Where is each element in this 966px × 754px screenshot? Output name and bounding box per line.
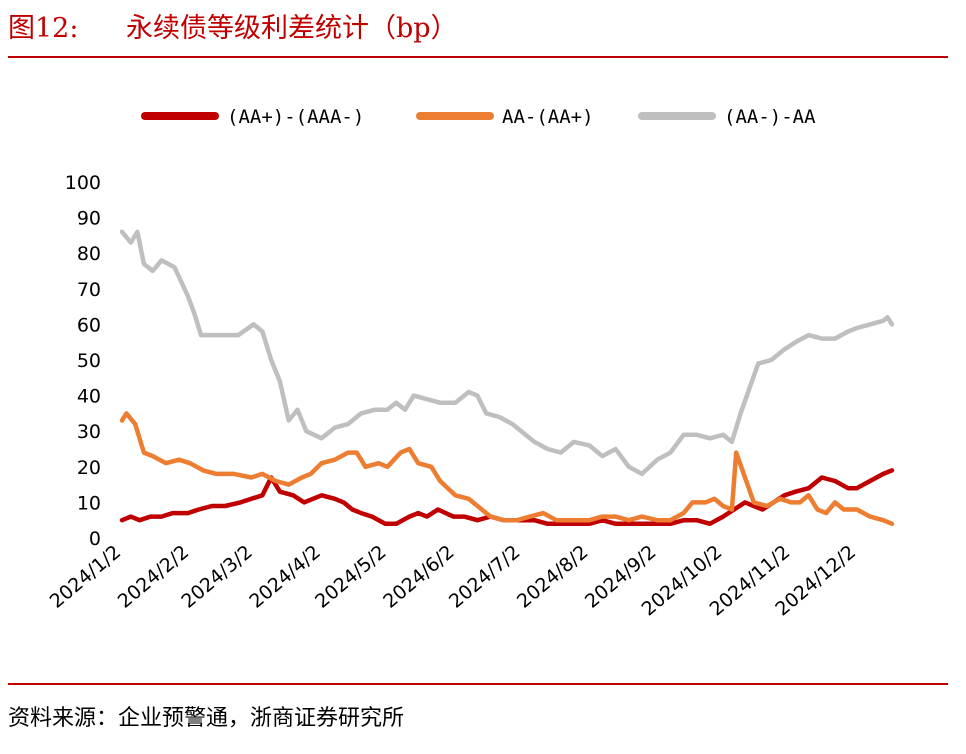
legend-label-2: AA-(AA+) — [502, 106, 594, 128]
series-line-1 — [119, 468, 895, 527]
x-tick-label: 2024/6/2 — [379, 541, 459, 613]
bottom-divider — [8, 683, 948, 685]
y-tick-label: 10 — [77, 492, 101, 514]
x-tick-label: 2024/3/2 — [177, 541, 257, 613]
y-tick-label: 40 — [77, 386, 101, 408]
y-tick-label: 100 — [65, 172, 101, 194]
y-tick-label: 0 — [89, 528, 101, 550]
figure-title: 永续债等级利差统计（bp） — [126, 13, 458, 44]
y-tick-label: 30 — [77, 421, 101, 443]
plot-area — [119, 229, 895, 527]
y-tick-label: 50 — [77, 350, 101, 372]
series-line-2 — [119, 411, 895, 527]
x-axis: 2024/1/22024/2/22024/3/22024/4/22024/5/2… — [46, 541, 860, 620]
x-tick-label: 2024/7/2 — [445, 541, 525, 613]
y-tick-label: 90 — [77, 208, 101, 230]
top-divider — [8, 56, 948, 58]
figure-label: 图12: — [8, 13, 79, 44]
series-line-3 — [119, 229, 895, 477]
source-note: 资料来源：企业预警通，浙商证券研究所 — [8, 706, 405, 731]
x-tick-label: 2024/1/2 — [46, 541, 126, 613]
x-tick-label: 2024/5/2 — [311, 541, 391, 613]
x-tick-label: 2024/8/2 — [513, 541, 593, 613]
spread-line-chart: (AA+)-(AAA-) AA-(AA+) (AA-)-AA 0 10 20 30 40 50… — [46, 106, 895, 620]
chart-legend: (AA+)-(AAA-) AA-(AA+) (AA-)-AA — [141, 106, 816, 128]
y-tick-label: 70 — [77, 279, 101, 301]
legend-label-3: (AA-)-AA — [724, 106, 816, 128]
legend-label-1: (AA+)-(AAA-) — [227, 106, 364, 128]
x-tick-label: 2024/4/2 — [245, 541, 325, 613]
y-tick-label: 80 — [77, 243, 101, 265]
y-axis: 0 10 20 30 40 50 60 70 80 90 100 — [65, 172, 101, 550]
y-tick-label: 60 — [77, 314, 101, 336]
y-tick-label: 20 — [77, 457, 101, 479]
